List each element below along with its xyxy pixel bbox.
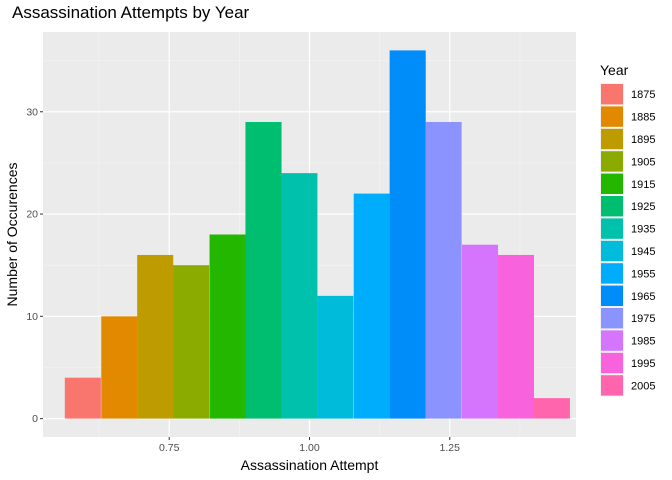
axis-ticks xyxy=(40,111,451,440)
legend-swatch-1995 xyxy=(601,352,623,374)
bar-1925 xyxy=(245,122,282,419)
legend-label-1975: 1975 xyxy=(631,313,655,325)
bar-1965 xyxy=(389,50,426,419)
x-axis-title: Assassination Attempt xyxy=(241,457,379,473)
legend-label-1985: 1985 xyxy=(631,336,655,348)
legend-label-1945: 1945 xyxy=(631,246,655,258)
legend-swatch-1885 xyxy=(601,106,623,127)
bar-1985 xyxy=(462,244,499,419)
legend-label-2005: 2005 xyxy=(631,380,655,392)
legend-swatch-1955 xyxy=(601,263,623,284)
legend-swatch-1915 xyxy=(601,173,623,194)
legend-label-1905: 1905 xyxy=(631,156,655,168)
bar-1935 xyxy=(281,173,318,419)
bar-2005 xyxy=(533,398,570,419)
x-tick-label: 1.00 xyxy=(299,442,320,454)
legend-label-1995: 1995 xyxy=(631,358,655,370)
y-axis-title: Number of Occurences xyxy=(4,163,20,307)
legend-swatch-1935 xyxy=(601,218,623,239)
bars xyxy=(64,50,570,419)
bar-1895 xyxy=(137,254,174,419)
legend-label-1935: 1935 xyxy=(631,224,655,236)
x-tick-label: 1.25 xyxy=(440,442,461,454)
y-tick-label: 0 xyxy=(32,413,38,425)
tick-labels: 0.75 1.00 1.25 0 10 20 30 xyxy=(26,106,460,454)
bar-1915 xyxy=(209,234,246,419)
bar-1975 xyxy=(425,122,462,419)
y-tick-label: 10 xyxy=(26,311,38,323)
legend-swatch-1875 xyxy=(601,84,623,105)
legend-swatch-1945 xyxy=(601,240,623,262)
legend-label-1925: 1925 xyxy=(631,201,655,213)
bar-1885 xyxy=(101,316,138,419)
bar-1995 xyxy=(497,254,535,419)
legend-swatch-1985 xyxy=(601,330,623,351)
chart-title: Assassination Attempts by Year xyxy=(12,3,250,22)
bar-1945 xyxy=(317,295,354,419)
legend-label-1915: 1915 xyxy=(631,179,655,191)
legend-label-1895: 1895 xyxy=(631,134,655,146)
legend-swatch-1975 xyxy=(601,308,623,329)
legend-swatch-2005 xyxy=(601,375,623,396)
legend-label-1875: 1875 xyxy=(631,89,655,101)
legend-title: Year xyxy=(600,62,629,78)
legend-swatch-1965 xyxy=(601,285,623,306)
legend-swatch-1895 xyxy=(601,128,623,150)
legend-label-1885: 1885 xyxy=(631,112,655,124)
x-tick-label: 0.75 xyxy=(159,442,180,454)
bar-1955 xyxy=(353,193,390,419)
legend-label-1965: 1965 xyxy=(631,291,655,303)
legend-swatch-1905 xyxy=(601,151,623,172)
bar-1875 xyxy=(64,377,101,419)
legend-label-1955: 1955 xyxy=(631,268,655,280)
bar-1905 xyxy=(173,265,210,419)
legend: Year 1875 1885 1895 1905 1915 1925 1935 1945 195… xyxy=(600,62,655,397)
y-tick-label: 30 xyxy=(26,106,38,118)
legend-swatch-1925 xyxy=(601,196,623,217)
y-tick-label: 20 xyxy=(26,209,38,221)
